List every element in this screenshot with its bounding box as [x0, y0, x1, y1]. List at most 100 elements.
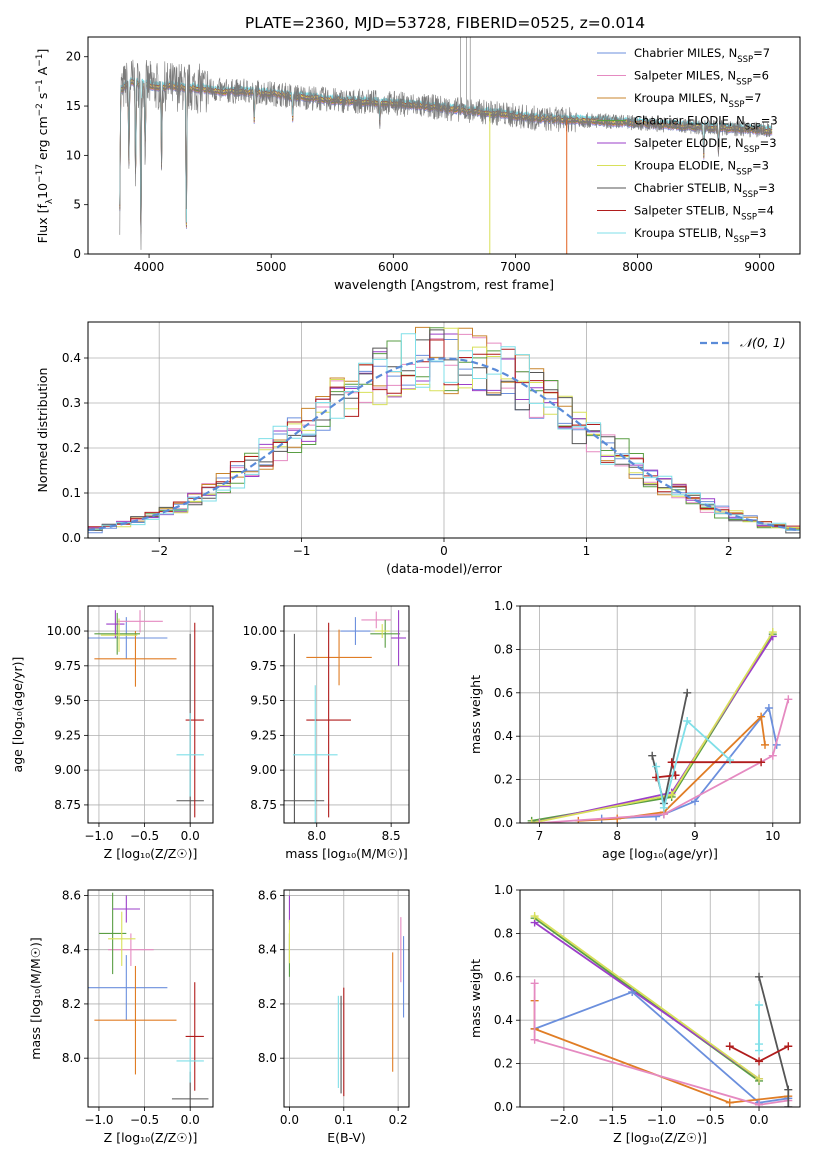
- y-tick-label: 5: [73, 198, 81, 212]
- weight-series-line: [531, 631, 774, 823]
- y-tick-label: 9.00: [250, 763, 277, 777]
- legend-label: Salpeter ELODIE, NSSP=3: [634, 136, 777, 155]
- histogram-series: [88, 339, 800, 528]
- y-tick-label: 0.0: [494, 1100, 513, 1114]
- error-bar-point: [306, 629, 372, 686]
- error-bar-point: [100, 618, 138, 652]
- weight-series-line: [533, 983, 789, 1106]
- axes-weight-vs-age: 7 8 9 10 0.0 0.2 0.4 0.6 0.8 1.0 age [log₁₀(age/yr…: [468, 599, 801, 861]
- x-tick-label: 5000: [256, 260, 287, 274]
- weight-point-marker: [683, 688, 692, 697]
- error-bar-point: [370, 619, 401, 648]
- x-tick-label: −1: [293, 544, 311, 558]
- weight-point-marker: [755, 1046, 764, 1055]
- weight-series-line: [655, 719, 731, 809]
- y-tick-label: 8.2: [258, 997, 277, 1011]
- y-axis-label: age [log₁₀(age/yr)]: [10, 657, 25, 773]
- error-bar-point: [94, 965, 177, 1075]
- axes-weight-vs-Z: −2.0 −1.5 −1.0 −0.5 0.0 0.0 0.2 0.4 0.6 0.8 1.0 Z […: [468, 883, 801, 1145]
- plot-area-mass-vs-ebv: [284, 890, 409, 1107]
- x-tick-label: −1.0: [84, 829, 113, 843]
- axes-frame: [283, 889, 410, 1108]
- weight-point-marker: [768, 628, 777, 637]
- y-tick-label: 0.4: [494, 1013, 513, 1027]
- y-tick-label: 1.0: [494, 599, 513, 613]
- y-tick-label: 0.2: [494, 773, 513, 787]
- y-axis-label: Normed distribution: [35, 368, 50, 493]
- y-axis-label-part: −2: [35, 103, 45, 116]
- y-tick-label: 9.25: [54, 728, 81, 742]
- y-tick-label: 1.0: [494, 883, 513, 897]
- weight-point-marker: [683, 717, 692, 726]
- y-tick-label: 0.4: [494, 729, 513, 743]
- axes-frame: [87, 605, 214, 824]
- legend-label: 𝒩(0, 1): [740, 335, 786, 350]
- y-tick-label: 8.6: [62, 888, 81, 902]
- axes-age-vs-Z: −1.0 −0.5 0.0 8.75 9.00 9.25 9.50 9.75 10.00 Z [l…: [10, 605, 214, 861]
- x-tick-label: 0.0: [181, 1113, 200, 1127]
- weight-point-marker: [726, 756, 734, 765]
- x-tick-label: −2: [150, 544, 168, 558]
- legend-label: Kroupa MILES, NSSP=7: [634, 91, 761, 110]
- x-tick-label: −2.0: [549, 1113, 578, 1127]
- error-bar-point: [176, 633, 204, 823]
- weight-point-marker: [757, 712, 766, 721]
- plot-area-age-vs-Z: [88, 606, 213, 823]
- error-bar-point: [117, 610, 163, 633]
- weight-series-line: [534, 915, 760, 1080]
- x-tick-label: 8000: [622, 260, 653, 274]
- error-bar-point: [94, 612, 141, 655]
- error-bar-point: [391, 610, 407, 666]
- x-tick-label: 0.1: [334, 1113, 353, 1127]
- figure-title: PLATE=2360, MJD=53728, FIBERID=0525, z=0…: [245, 14, 645, 32]
- x-axis-label: Z [log₁₀(Z/Z☉)]: [613, 1130, 707, 1145]
- y-tick-label: 8.0: [62, 1051, 81, 1065]
- weight-point-marker: [755, 1057, 764, 1066]
- y-tick-label: 10.00: [243, 624, 277, 638]
- x-axis-label: Z [log₁₀(Z/Z☉)]: [104, 846, 198, 861]
- x-tick-label: −0.5: [130, 829, 159, 843]
- x-axis-label: mass [log₁₀(M/M☉)]: [285, 846, 407, 861]
- error-bar-point: [176, 1039, 204, 1083]
- plot-area-mass-vs-Z: [88, 890, 213, 1107]
- legend-label: Chabrier MILES, NSSP=7: [634, 46, 770, 65]
- weight-point-marker: [768, 751, 777, 760]
- x-tick-label: 7000: [500, 260, 531, 274]
- x-tick-label: −0.5: [696, 1113, 725, 1127]
- y-tick-label: 0.2: [494, 1057, 513, 1071]
- x-tick-label: −1.5: [598, 1113, 627, 1127]
- y-tick-label: 9.75: [250, 659, 277, 673]
- x-axis-label: Z [log₁₀(Z/Z☉)]: [104, 1130, 198, 1145]
- x-axis-label: E(B-V): [327, 1130, 366, 1145]
- legend-label: Kroupa STELIB, NSSP=3: [634, 226, 766, 245]
- weight-point-marker: [784, 695, 793, 704]
- weight-point-marker: [757, 758, 766, 767]
- weight-point-marker: [725, 1098, 734, 1107]
- x-tick-label: 0: [440, 544, 448, 558]
- y-axis-label-part: s: [35, 93, 50, 104]
- legend-label: Salpeter STELIB, NSSP=4: [634, 204, 774, 223]
- y-axis-label: mass [log₁₀(M/M☉)]: [28, 937, 43, 1059]
- y-tick-label: 0.6: [494, 686, 513, 700]
- weight-point-marker: [784, 1103, 793, 1107]
- weight-point-marker: [659, 803, 668, 812]
- axes-mass-vs-Z: −1.0 −0.5 0.0 8.0 8.2 8.4 8.6 Z [log₁₀(Z/Z☉)] ma…: [28, 888, 214, 1145]
- x-tick-label: 0.0: [181, 829, 200, 843]
- x-tick-label: 2: [725, 544, 733, 558]
- x-tick-label: 8.5: [382, 829, 401, 843]
- error-bar-point: [374, 624, 390, 638]
- error-bar-point: [292, 685, 338, 823]
- y-axis-label-part: Flux [f: [35, 204, 50, 244]
- error-bar-point: [88, 955, 168, 1021]
- x-tick-label: 0.0: [749, 1113, 768, 1127]
- weight-series-line: [539, 699, 790, 823]
- axes-frame: [87, 889, 214, 1108]
- x-tick-label: 4000: [134, 260, 165, 274]
- y-tick-label: 8.6: [258, 888, 277, 902]
- legend-label: Chabrier ELODIE, NSSP=3: [634, 114, 778, 133]
- y-tick-label: 8.4: [258, 943, 277, 957]
- plot-area-age-vs-mass: [284, 606, 409, 823]
- x-axis-label: age [log₁₀(age/yr)]: [602, 846, 718, 861]
- weight-point-marker: [530, 1035, 539, 1044]
- weight-series-line: [758, 976, 790, 1107]
